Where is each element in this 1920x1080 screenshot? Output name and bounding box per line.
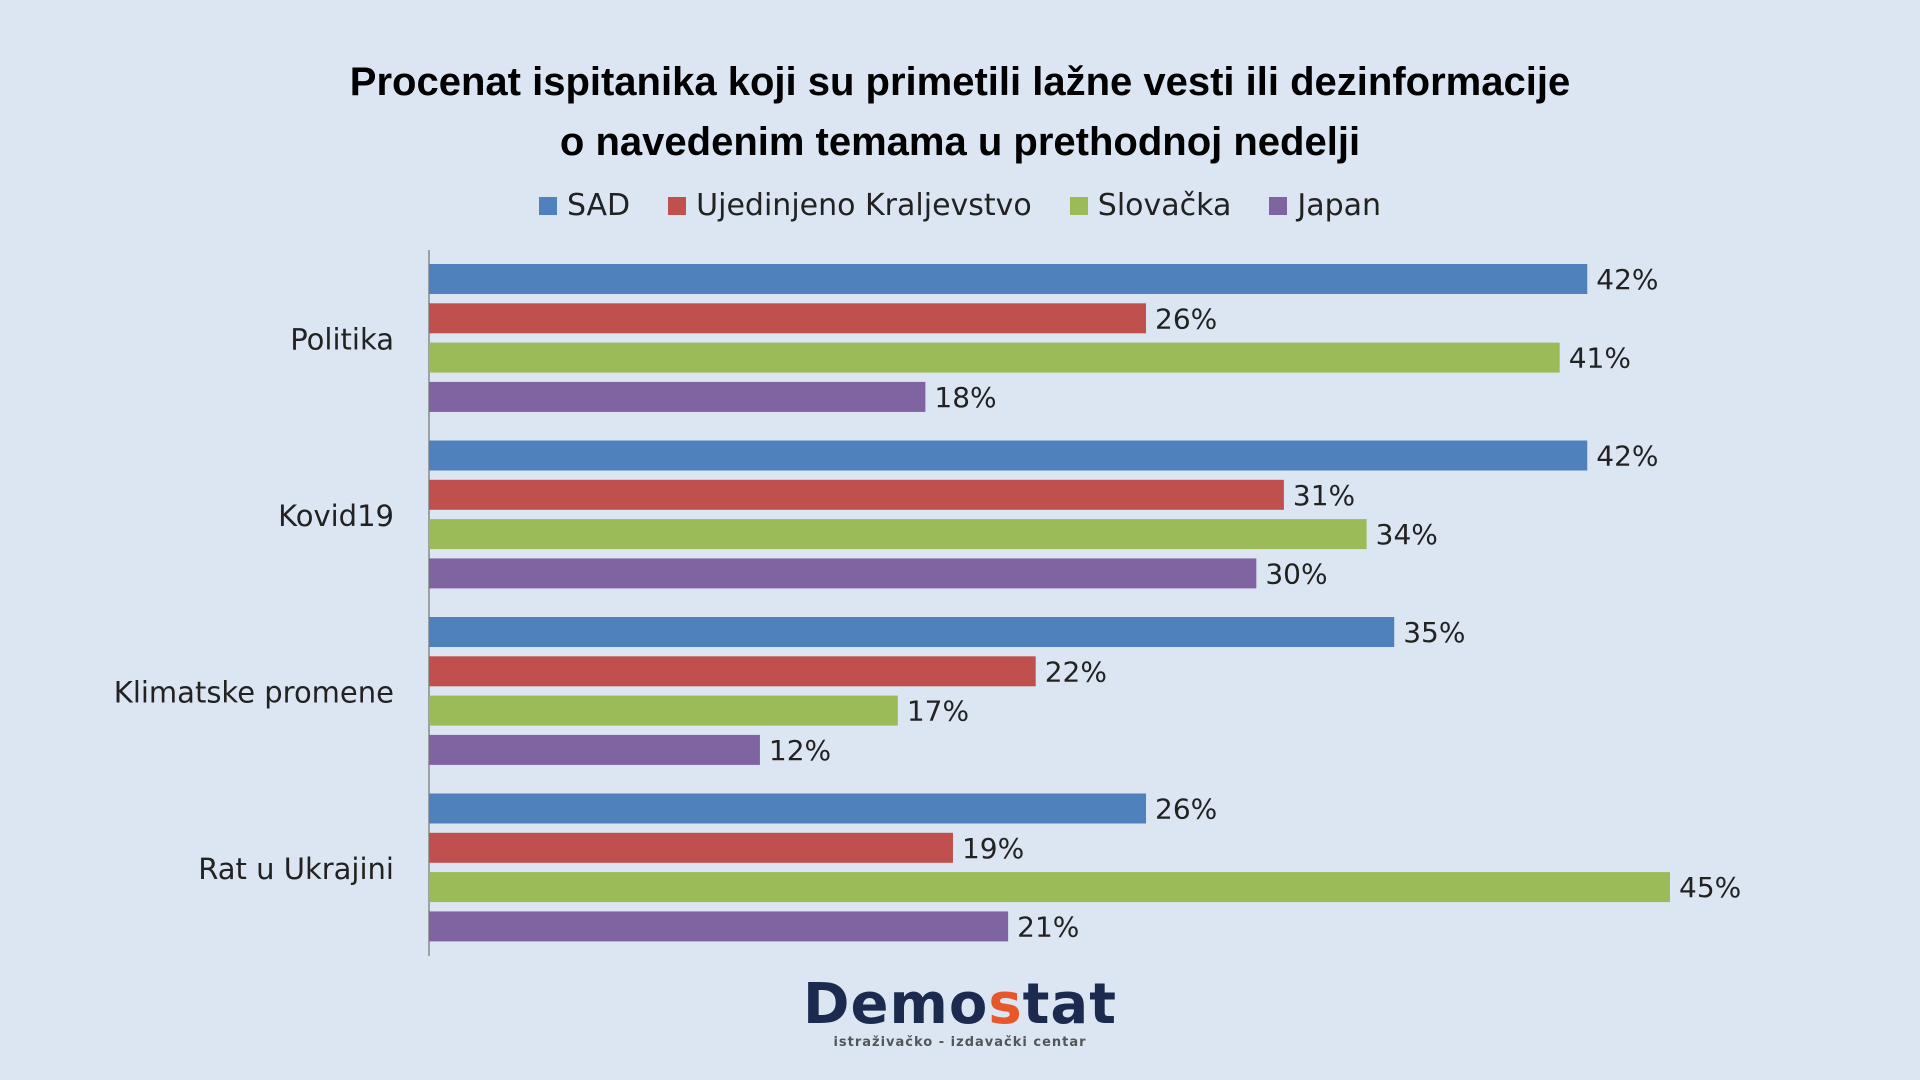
bar-0-0 — [429, 264, 1588, 294]
bar-3-3 — [429, 911, 1009, 942]
category-label: Kovid19 — [278, 499, 394, 533]
logo-wordmark: Demostat — [0, 975, 1920, 1035]
data-label-2-1: 22% — [1045, 655, 1107, 688]
logo-word-accent: s — [988, 972, 1023, 1037]
data-label-2-0: 35% — [1403, 616, 1465, 649]
category-label: Klimatske promene — [114, 675, 394, 709]
bar-0-2 — [429, 342, 1560, 373]
category-label: Politika — [290, 322, 394, 356]
legend-label-uk: Ujedinjeno Kraljevstvo — [696, 188, 1032, 223]
data-label-3-1: 19% — [962, 832, 1024, 865]
bar-1-0 — [429, 440, 1588, 471]
data-label-1-0: 42% — [1596, 440, 1658, 473]
legend-swatch-japan — [1269, 196, 1288, 215]
data-label-1-3: 30% — [1265, 557, 1327, 590]
demostat-logo: Demostat istraživačko - izdavački centar — [0, 975, 1920, 1051]
data-label-1-1: 31% — [1293, 479, 1355, 512]
data-label-2-2: 17% — [907, 695, 969, 728]
data-label-3-3: 21% — [1017, 910, 1079, 943]
bar-2-0 — [429, 617, 1395, 647]
bar-2-2 — [429, 695, 898, 726]
legend-item-slovakia: Slovačka — [1069, 188, 1232, 223]
data-label-1-2: 34% — [1376, 518, 1438, 551]
logo-word-end: tat — [1022, 972, 1117, 1037]
data-label-0-0: 42% — [1596, 263, 1658, 296]
logo-word-start: Demo — [803, 972, 989, 1037]
legend-swatch-uk — [668, 196, 687, 215]
bar-1-1 — [429, 479, 1284, 510]
chart-title: Procenat ispitanika koji su primetili la… — [0, 52, 1920, 172]
legend-swatch-sad — [538, 196, 557, 215]
bar-1-2 — [429, 519, 1367, 550]
bar-1-3 — [429, 558, 1257, 589]
data-label-3-0: 26% — [1155, 793, 1217, 826]
data-label-0-1: 26% — [1155, 302, 1217, 335]
bar-2-3 — [429, 734, 760, 765]
data-label-2-3: 12% — [769, 734, 831, 767]
chart-title-line-1: Procenat ispitanika koji su primetili la… — [349, 60, 1571, 104]
chart-title-line-2: o navedenim temama u prethodnoj nedelji — [559, 120, 1361, 164]
legend: SAD Ujedinjeno Kraljevstvo Slovačka Japa… — [0, 188, 1920, 223]
legend-item-uk: Ujedinjeno Kraljevstvo — [668, 188, 1032, 223]
legend-item-sad: SAD — [538, 188, 631, 223]
category-label: Rat u Ukrajini — [198, 852, 394, 886]
bar-0-3 — [429, 381, 926, 412]
data-label-3-2: 45% — [1679, 871, 1741, 904]
bar-3-0 — [429, 793, 1147, 824]
bar-2-1 — [429, 656, 1036, 687]
data-label-0-3: 18% — [934, 381, 996, 414]
legend-label-slovakia: Slovačka — [1097, 188, 1232, 223]
legend-item-japan: Japan — [1269, 188, 1381, 223]
bar-3-1 — [429, 832, 953, 863]
legend-swatch-slovakia — [1069, 196, 1088, 215]
bar-3-2 — [429, 872, 1670, 903]
legend-label-japan: Japan — [1297, 188, 1382, 223]
legend-label-sad: SAD — [566, 188, 631, 223]
bar-0-1 — [429, 303, 1147, 334]
logo-subtitle: istraživačko - izdavački centar — [833, 1035, 1087, 1050]
data-label-0-2: 41% — [1569, 342, 1631, 375]
